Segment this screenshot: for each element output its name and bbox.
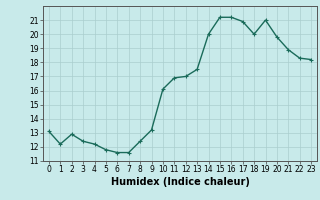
X-axis label: Humidex (Indice chaleur): Humidex (Indice chaleur) <box>111 177 249 187</box>
